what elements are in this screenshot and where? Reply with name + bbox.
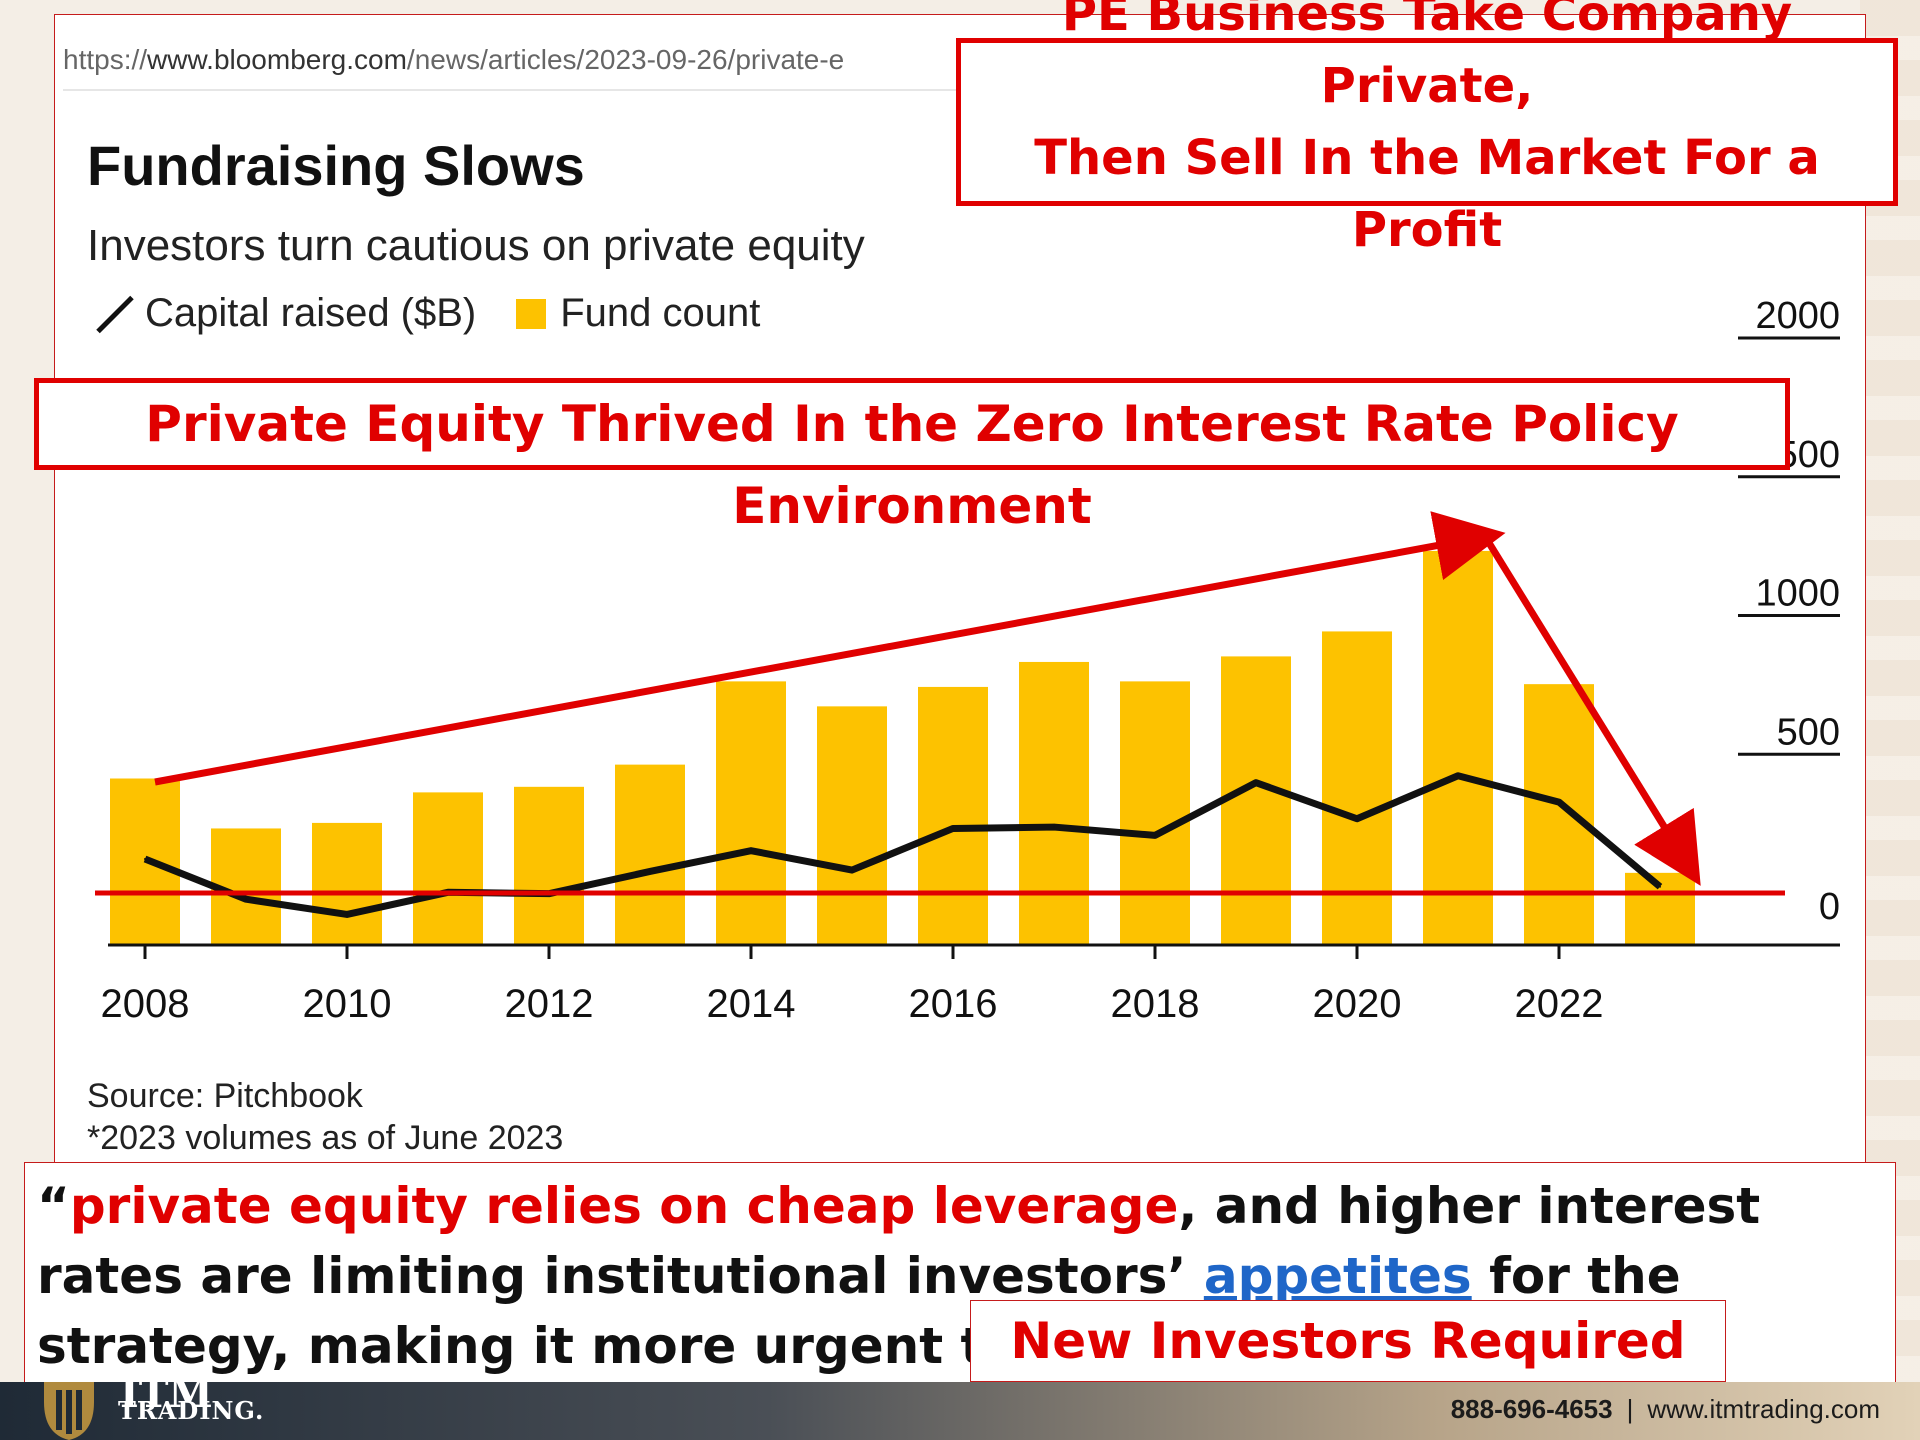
quote-box: “private equity relies on cheap leverage… xyxy=(24,1162,1896,1384)
fund-count-bar xyxy=(1120,681,1190,945)
capital-raised-point xyxy=(1457,774,1459,777)
fund-count-bar xyxy=(918,686,988,945)
capital-raised-point xyxy=(851,869,853,872)
article-screenshot-panel: https://www.bloomberg.com/news/articles/… xyxy=(54,14,1866,1166)
chart-legend: Capital raised ($B) Fund count xyxy=(91,291,760,336)
x-tick-label: 2018 xyxy=(1111,982,1200,1026)
fund-count-bar xyxy=(413,792,483,945)
capital-raised-point xyxy=(1356,817,1358,820)
chart-title: Fundraising Slows xyxy=(87,134,585,197)
fund-count-bar xyxy=(615,764,685,945)
chart-source: Source: Pitchbook *2023 volumes as of Ju… xyxy=(87,1075,563,1159)
url-prefix: https:// xyxy=(63,44,148,75)
capital-raised-point xyxy=(1255,781,1257,784)
y-tick-label: 1000 xyxy=(1755,573,1840,615)
footer-separator: | xyxy=(1626,1394,1634,1424)
fund-count-bar xyxy=(312,822,382,945)
url-host: www.bloomberg.com xyxy=(147,44,407,75)
legend-bar-swatch xyxy=(516,298,547,329)
footer-contact: 888-696-4653 | www.itmtrading.com xyxy=(1451,1394,1880,1425)
capital-raised-point xyxy=(1558,801,1560,804)
quote-text: “private equity relies on cheap leverage… xyxy=(37,1171,1887,1381)
falling-trend-arrow xyxy=(1483,536,1701,886)
pe-callout-line2: Then Sell In the Market For a Profit xyxy=(1034,130,1820,258)
x-tick-label: 2016 xyxy=(909,982,998,1026)
fund-count-bar xyxy=(1322,631,1392,945)
x-tick-label: 2012 xyxy=(505,982,594,1026)
new-investors-callout: New Investors Required xyxy=(970,1300,1726,1382)
pe-business-callout: PE Business Take Company Private, Then S… xyxy=(956,0,1898,258)
capital-raised-point xyxy=(750,849,752,852)
itm-logo-icon xyxy=(44,1382,94,1440)
capital-raised-point xyxy=(144,857,146,860)
fund-count-bar xyxy=(1423,550,1493,945)
footnote-text: *2023 volumes as of June 2023 xyxy=(87,1119,564,1157)
fund-count-bar xyxy=(1019,661,1089,945)
fund-count-bar xyxy=(514,786,584,945)
fund-count-bar xyxy=(817,706,887,945)
capital-raised-point xyxy=(952,827,954,830)
x-tick-label: 2022 xyxy=(1515,982,1604,1026)
quote-highlight: private equity relies on cheap leverage xyxy=(69,1177,1179,1235)
source-text: Source: Pitchbook xyxy=(87,1077,363,1115)
logo-wordmark-top: ITM xyxy=(120,1370,213,1417)
capital-raised-line xyxy=(143,772,1663,918)
zirp-callout: Private Equity Thrived In the Zero Inter… xyxy=(34,378,1790,535)
capital-raised-point xyxy=(1659,885,1661,888)
x-tick-label: 2010 xyxy=(303,982,392,1026)
capital-raised-point xyxy=(1154,834,1156,837)
fund-count-bar xyxy=(716,681,786,945)
chart-subtitle: Investors turn cautious on private equit… xyxy=(87,221,865,270)
y-tick-label: 2000 xyxy=(1755,295,1840,337)
browser-url-bar[interactable]: https://www.bloomberg.com/news/articles/… xyxy=(63,31,1003,91)
url-path: /news/articles/2023-09-26/private-e xyxy=(406,44,845,75)
decorative-stripes xyxy=(1860,0,1920,1380)
footer-phone[interactable]: 888-696-4653 xyxy=(1450,1394,1613,1424)
rising-trend-arrow xyxy=(154,511,1506,786)
quote-open-mark: “ xyxy=(37,1177,70,1235)
pe-callout-line1: PE Business Take Company Private, xyxy=(1061,0,1793,114)
fund-count-bar xyxy=(1221,656,1291,945)
legend-fund-count-label: Fund count xyxy=(560,291,761,335)
quote-part1: , and higher interest rates are limiting… xyxy=(37,1177,1761,1305)
y-tick-label: 0 xyxy=(1819,886,1840,928)
x-tick-label: 2008 xyxy=(101,982,190,1026)
legend-capital-label: Capital raised ($B) xyxy=(145,291,477,335)
fund-count-bar xyxy=(1524,684,1594,945)
footer-website[interactable]: www.itmtrading.com xyxy=(1647,1394,1880,1424)
footer-bar: ITM TRADING. 888-696-4653 | www.itmtrading… xyxy=(0,1370,1920,1440)
y-tick-label: 500 xyxy=(1777,711,1840,753)
appetites-link[interactable]: appetites xyxy=(1203,1247,1472,1305)
x-tick-label: 2014 xyxy=(707,982,796,1026)
capital-raised-point xyxy=(346,913,348,916)
capital-raised-point xyxy=(245,898,247,901)
capital-raised-point xyxy=(649,870,651,873)
x-tick-label: 2020 xyxy=(1313,982,1402,1026)
capital-raised-point xyxy=(1053,826,1055,829)
logo-wordmark: TRADING. xyxy=(118,1396,265,1425)
